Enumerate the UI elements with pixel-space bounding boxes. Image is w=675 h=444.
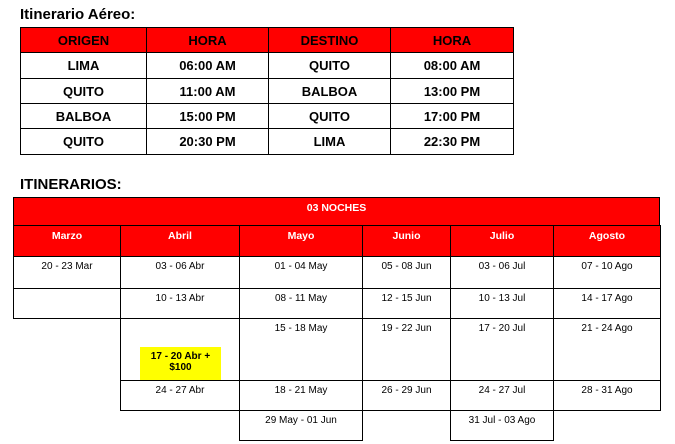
date-cell: 01 - 04 May — [239, 256, 363, 289]
itinerary-title: ITINERARIOS: — [20, 176, 122, 193]
flight-header-cell: HORA — [146, 27, 269, 53]
flight-cell: 20:30 PM — [146, 128, 269, 155]
month-header: Agosto — [553, 225, 661, 257]
date-cell: 15 - 18 May — [239, 318, 363, 381]
date-cell: 03 - 06 Abr — [120, 256, 240, 289]
date-cell: 07 - 10 Ago — [553, 256, 661, 289]
date-cell: 20 - 23 Mar — [13, 256, 121, 289]
date-cell: 24 - 27 Abr — [120, 380, 240, 411]
flight-cell: LIMA — [20, 52, 147, 79]
flight-header-cell: HORA — [390, 27, 514, 53]
flight-cell: BALBOA — [20, 103, 147, 129]
flight-cell: QUITO — [268, 52, 391, 79]
flight-cell: 22:30 PM — [390, 128, 514, 155]
date-cell: 21 - 24 Ago — [553, 318, 661, 381]
flight-header-cell: DESTINO — [268, 27, 391, 53]
date-cell: 12 - 15 Jun — [362, 288, 451, 319]
highlight-date: 17 - 20 Abr + $100 — [140, 347, 221, 380]
nights-banner: 03 NOCHES — [13, 197, 660, 226]
flight-title: Itinerario Aéreo: — [20, 6, 136, 23]
date-cell: 03 - 06 Jul — [450, 256, 554, 289]
flight-cell: QUITO — [20, 78, 147, 104]
flight-cell: 13:00 PM — [390, 78, 514, 104]
date-cell: 17 - 20 Jul — [450, 318, 554, 381]
month-header: Mayo — [239, 225, 363, 257]
date-cell: 31 Jul - 03 Ago — [450, 410, 554, 441]
date-cell: 24 - 27 Jul — [450, 380, 554, 411]
date-cell: 26 - 29 Jun — [362, 380, 451, 411]
flight-cell: QUITO — [268, 103, 391, 129]
date-cell: 10 - 13 Abr — [120, 288, 240, 319]
month-header: Marzo — [13, 225, 121, 257]
date-cell: 28 - 31 Ago — [553, 380, 661, 411]
date-cell: 18 - 21 May — [239, 380, 363, 411]
flight-cell: 17:00 PM — [390, 103, 514, 129]
month-header: Julio — [450, 225, 554, 257]
flight-cell: 06:00 AM — [146, 52, 269, 79]
date-cell — [13, 288, 121, 319]
flight-cell: QUITO — [20, 128, 147, 155]
date-cell: 08 - 11 May — [239, 288, 363, 319]
flight-cell: BALBOA — [268, 78, 391, 104]
flight-cell: 15:00 PM — [146, 103, 269, 129]
date-cell: 05 - 08 Jun — [362, 256, 451, 289]
date-cell: 10 - 13 Jul — [450, 288, 554, 319]
date-cell: 14 - 17 Ago — [553, 288, 661, 319]
flight-header-cell: ORIGEN — [20, 27, 147, 53]
month-header: Junio — [362, 225, 451, 257]
date-cell: 19 - 22 Jun — [362, 318, 451, 381]
flight-cell: LIMA — [268, 128, 391, 155]
flight-cell: 08:00 AM — [390, 52, 514, 79]
flight-cell: 11:00 AM — [146, 78, 269, 104]
date-cell: 29 May - 01 Jun — [239, 410, 363, 441]
month-header: Abril — [120, 225, 240, 257]
